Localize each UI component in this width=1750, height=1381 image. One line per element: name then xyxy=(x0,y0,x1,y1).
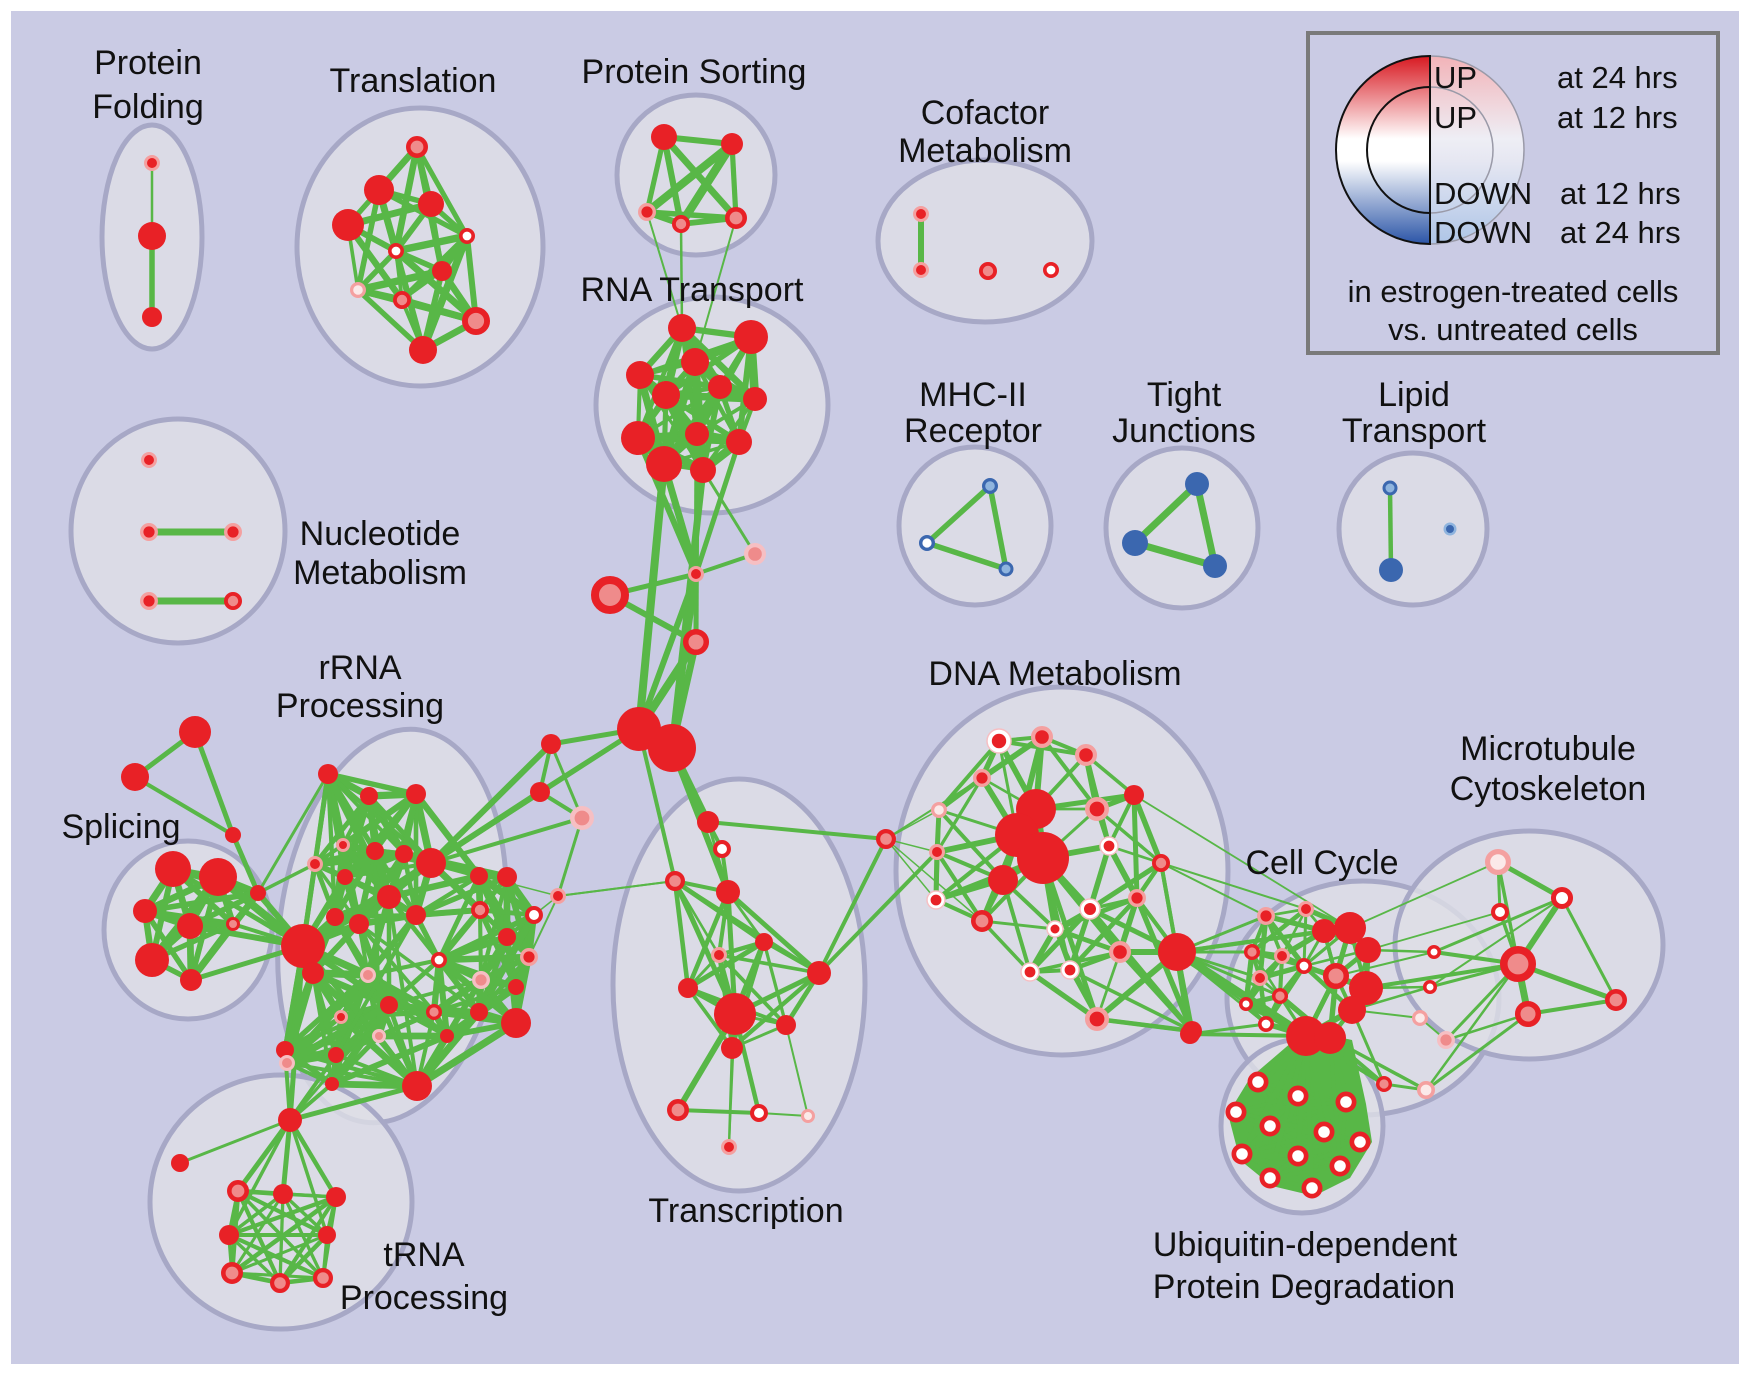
svg-text:DOWN: DOWN xyxy=(1434,215,1532,250)
svg-text:at 24 hrs: at 24 hrs xyxy=(1560,215,1681,250)
svg-text:Metabolism: Metabolism xyxy=(898,132,1072,170)
svg-text:UP: UP xyxy=(1434,100,1477,135)
svg-text:Nucleotide: Nucleotide xyxy=(300,515,461,553)
svg-text:vs. untreated cells: vs. untreated cells xyxy=(1388,312,1638,347)
svg-text:at 12 hrs: at 12 hrs xyxy=(1560,176,1681,211)
svg-text:rRNA: rRNA xyxy=(318,649,401,687)
svg-text:UP: UP xyxy=(1434,60,1477,95)
svg-text:RNA Transport: RNA Transport xyxy=(581,271,805,309)
svg-text:Folding: Folding xyxy=(92,88,204,126)
svg-text:Tight: Tight xyxy=(1147,376,1222,414)
svg-text:Junctions: Junctions xyxy=(1112,412,1256,450)
svg-text:Cytoskeleton: Cytoskeleton xyxy=(1450,770,1647,808)
svg-text:DOWN: DOWN xyxy=(1434,176,1532,211)
svg-text:Transcription: Transcription xyxy=(648,1192,843,1230)
svg-text:in estrogen-treated cells: in estrogen-treated cells xyxy=(1348,274,1679,309)
svg-text:tRNA: tRNA xyxy=(383,1236,465,1274)
svg-text:at 24 hrs: at 24 hrs xyxy=(1557,60,1678,95)
svg-text:Splicing: Splicing xyxy=(61,808,180,846)
svg-text:Processing: Processing xyxy=(340,1279,508,1317)
svg-text:Translation: Translation xyxy=(330,62,497,100)
svg-text:Protein Sorting: Protein Sorting xyxy=(582,53,807,91)
svg-text:Ubiquitin-dependent: Ubiquitin-dependent xyxy=(1153,1226,1458,1264)
svg-text:Transport: Transport xyxy=(1342,412,1487,450)
svg-text:Protein: Protein xyxy=(94,44,202,82)
svg-text:Metabolism: Metabolism xyxy=(293,554,467,592)
svg-text:Lipid: Lipid xyxy=(1378,376,1450,414)
svg-text:Protein Degradation: Protein Degradation xyxy=(1153,1268,1455,1306)
svg-text:Microtubule: Microtubule xyxy=(1460,730,1636,768)
svg-text:Cell Cycle: Cell Cycle xyxy=(1245,844,1398,882)
svg-text:DNA Metabolism: DNA Metabolism xyxy=(928,655,1181,693)
svg-text:Cofactor: Cofactor xyxy=(921,94,1050,132)
svg-text:MHC-II: MHC-II xyxy=(919,376,1027,414)
svg-text:Receptor: Receptor xyxy=(904,412,1042,450)
svg-text:Processing: Processing xyxy=(276,687,444,725)
svg-text:at 12 hrs: at 12 hrs xyxy=(1557,100,1678,135)
